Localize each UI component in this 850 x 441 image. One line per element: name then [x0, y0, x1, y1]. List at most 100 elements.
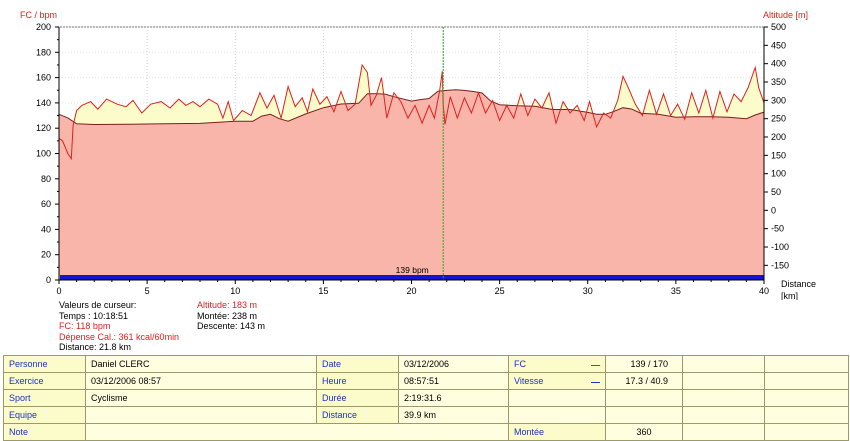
right-tick-label: 250 [771, 114, 786, 124]
right-tick-label: -50 [771, 224, 784, 234]
x-tick-label: 20 [406, 286, 416, 296]
cursor-distance: Distance: 21.8 km [59, 342, 132, 353]
date-value[interactable]: 03/12/2006 [398, 355, 509, 373]
sport-value[interactable]: Cyclisme [85, 389, 317, 407]
left-tick-label: 0 [46, 275, 51, 285]
exercice-label: Exercice [3, 372, 86, 390]
distance-label: Distance [316, 406, 399, 424]
right-tick-label: 200 [771, 132, 786, 142]
x-axis: 0 5 10 15 20 25 30 35 40 [56, 279, 769, 296]
cursor-energy: Dépense Cal.: 361 kcal/60min [59, 331, 180, 342]
x-tick-label: 5 [145, 286, 150, 296]
exercise-info-table: Personne Daniel CLERC Date 03/12/2006 FC… [3, 355, 849, 441]
right-axis: -150 -100 -50 0 50 100 150 200 250 300 350 400 450 50… [763, 22, 789, 280]
table-row: Equipe Distance 39.9 km [3, 406, 849, 424]
table-row: Personne Daniel CLERC Date 03/12/2006 FC… [3, 355, 849, 373]
sport-label: Sport [3, 389, 86, 407]
montee-label: Montée [508, 423, 606, 441]
vitesse-legend-marker [591, 382, 600, 383]
empty-cell [764, 355, 849, 373]
x-tick-label: 40 [759, 286, 769, 296]
note-label: Note [3, 423, 86, 441]
equipe-value[interactable] [85, 406, 317, 424]
right-tick-label: 300 [771, 95, 786, 105]
left-tick-label: 100 [36, 149, 51, 159]
x-tick-label: 35 [671, 286, 681, 296]
cursor-time: Temps : 10:18:51 [59, 310, 129, 321]
empty-cell [605, 389, 683, 407]
empty-cell [764, 423, 849, 441]
fc-label: FC [508, 355, 606, 373]
vitesse-label: Vitesse [508, 372, 606, 390]
empty-cell [682, 372, 765, 390]
left-tick-label: 80 [41, 174, 51, 184]
right-tick-label: 500 [771, 22, 786, 32]
altitude-area [59, 89, 764, 280]
cursor-descent: Descente: 143 m [197, 321, 266, 332]
empty-cell [682, 406, 765, 424]
duree-value[interactable]: 2:19:31.6 [398, 389, 509, 407]
personne-value[interactable]: Daniel CLERC [85, 355, 317, 373]
x-tick-label: 10 [230, 286, 240, 296]
right-axis-label: Altitude [m] [763, 10, 808, 20]
vitesse-value[interactable]: 17.3 / 40.9 [605, 372, 683, 390]
x-tick-label: 25 [495, 286, 505, 296]
note-value[interactable] [85, 423, 509, 441]
left-tick-label: 60 [41, 199, 51, 209]
right-tick-label: 350 [771, 77, 786, 87]
left-tick-label: 180 [36, 47, 51, 57]
left-axis: 0 20 40 60 80 100 120 140 160 180 200 [36, 22, 60, 285]
right-tick-label: 450 [771, 40, 786, 50]
distance-value[interactable]: 39.9 km [398, 406, 509, 424]
duree-label: Durée [316, 389, 399, 407]
x-axis-unit: [km] [781, 291, 798, 300]
empty-cell [682, 389, 765, 407]
base-bar [60, 275, 764, 280]
cursor-ascent: Montée: 238 m [197, 310, 258, 321]
left-axis-label: FC / bpm [20, 10, 57, 20]
left-tick-label: 40 [41, 224, 51, 234]
empty-cell [682, 355, 765, 373]
heure-value[interactable]: 08:57:51 [398, 372, 509, 390]
heure-label: Heure [316, 372, 399, 390]
cursor-altitude: Altitude: 183 m [197, 300, 258, 310]
x-tick-label: 0 [56, 286, 61, 296]
heart-rate-line [58, 63, 765, 161]
empty-cell [764, 389, 849, 407]
cursor-label: 139 bpm [396, 265, 429, 275]
personne-label: Personne [3, 355, 86, 373]
cursor-heart-rate: FC: 118 bpm [59, 321, 111, 332]
right-tick-label: 400 [771, 59, 786, 69]
table-row: Note Montée 360 [3, 423, 849, 441]
right-tick-label: 100 [771, 169, 786, 179]
cursor-altitude-panel: Altitude: 183 m Montée: 238 m Descente: … [197, 300, 265, 332]
left-tick-label: 120 [36, 123, 51, 133]
equipe-label: Equipe [3, 406, 86, 424]
left-tick-label: 160 [36, 73, 51, 83]
altitude-line [58, 89, 765, 126]
empty-cell [682, 423, 765, 441]
right-tick-label: -100 [771, 242, 789, 252]
x-tick-label: 15 [318, 286, 328, 296]
right-tick-label: 0 [771, 205, 776, 215]
vitesse-label-text: Vitesse [514, 376, 544, 386]
left-tick-label: 20 [41, 250, 51, 260]
x-tick-label: 30 [583, 286, 593, 296]
montee-value[interactable]: 360 [605, 423, 683, 441]
table-row: Sport Cyclisme Durée 2:19:31.6 [3, 389, 849, 407]
cursor-title: Valeurs de curseur: [59, 300, 137, 310]
x-axis-label: Distance [781, 279, 816, 289]
cursor-values-panel: Valeurs de curseur: Temps : 10:18:51 FC:… [59, 300, 179, 353]
table-row: Exercice 03/12/2006 08:57 Heure 08:57:51… [3, 372, 849, 390]
right-tick-label: -150 [771, 260, 789, 270]
empty-cell [508, 389, 606, 407]
empty-cell [508, 406, 606, 424]
date-label: Date [316, 355, 399, 373]
right-tick-label: 150 [771, 150, 786, 160]
left-tick-label: 200 [36, 22, 51, 32]
right-tick-label: 50 [771, 187, 781, 197]
exercice-value[interactable]: 03/12/2006 08:57 [85, 372, 317, 390]
fc-value[interactable]: 139 / 170 [605, 355, 683, 373]
fc-label-text: FC [514, 359, 526, 369]
